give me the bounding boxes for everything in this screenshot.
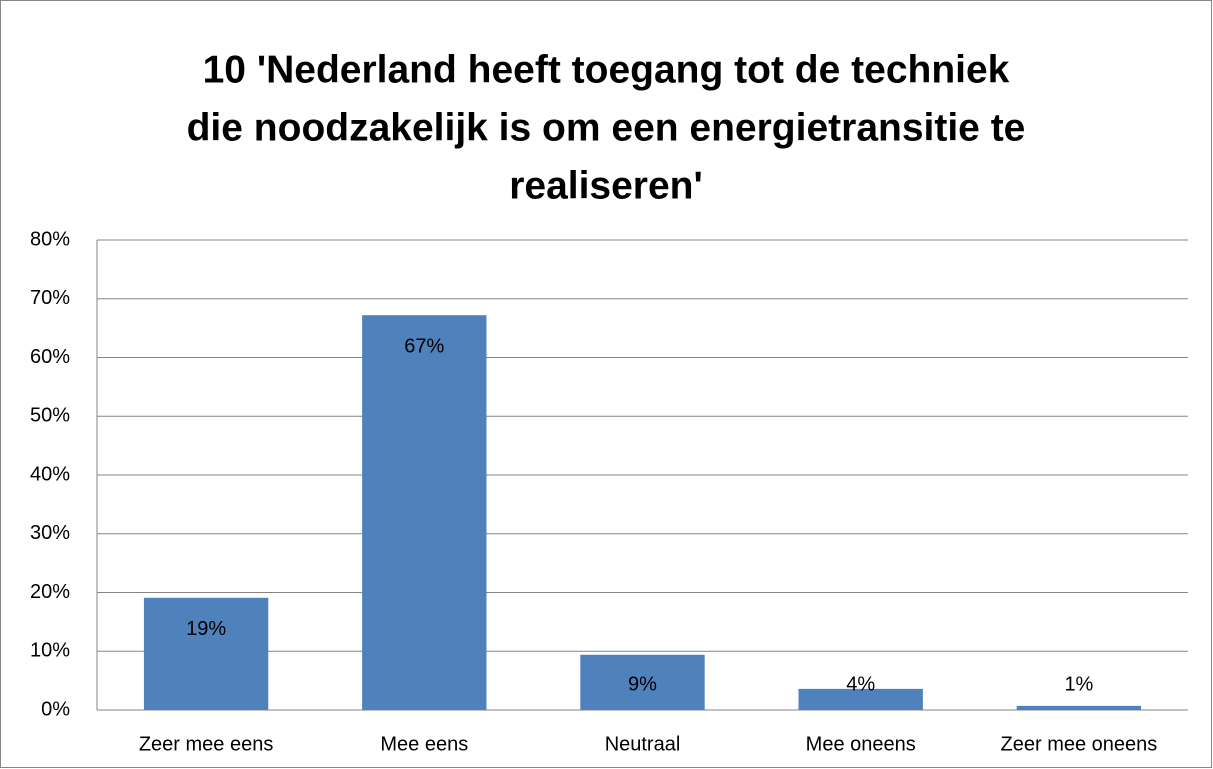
y-tick-label: 0%: [41, 698, 70, 720]
chart-title: realiseren': [509, 164, 703, 207]
x-tick-label: Zeer mee oneens: [1001, 733, 1158, 755]
data-label: 4%: [846, 673, 875, 695]
x-tick-label: Mee oneens: [806, 733, 916, 755]
y-tick-label: 70%: [30, 287, 70, 309]
x-tick-label: Neutraal: [605, 733, 681, 755]
y-tick-label: 40%: [30, 463, 70, 485]
chart-title: die noodzakelijk is om een energietransi…: [187, 106, 1026, 149]
x-tick-label: Zeer mee eens: [139, 733, 274, 755]
data-label: 1%: [1064, 673, 1093, 695]
bar: [143, 597, 269, 710]
y-tick-label: 50%: [30, 405, 70, 427]
y-tick-label: 10%: [30, 640, 70, 662]
data-label: 9%: [628, 673, 657, 695]
y-tick-label: 80%: [30, 228, 70, 250]
bar: [1016, 705, 1142, 710]
y-tick-label: 20%: [30, 581, 70, 603]
chart-title: 10 'Nederland heeft toegang tot de techn…: [203, 48, 1010, 91]
bar: [580, 654, 705, 710]
data-label: 67%: [404, 335, 444, 357]
bar: [362, 315, 487, 710]
y-tick-label: 30%: [30, 522, 70, 544]
y-tick-label: 60%: [30, 346, 70, 368]
bar: [798, 688, 923, 710]
x-tick-label: Mee eens: [380, 733, 468, 755]
data-label: 19%: [186, 618, 226, 640]
